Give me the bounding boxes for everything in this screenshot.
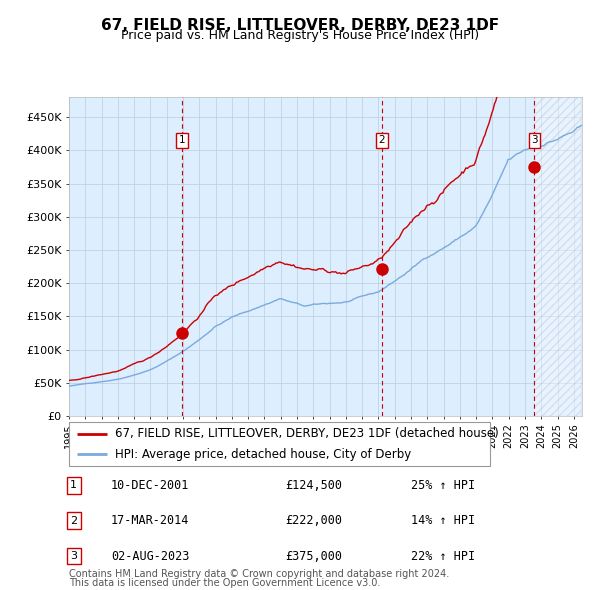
FancyBboxPatch shape (69, 422, 490, 466)
Text: 25% ↑ HPI: 25% ↑ HPI (411, 478, 475, 492)
Text: 1: 1 (179, 136, 185, 146)
Text: 22% ↑ HPI: 22% ↑ HPI (411, 549, 475, 563)
Text: 3: 3 (70, 551, 77, 561)
Text: 14% ↑ HPI: 14% ↑ HPI (411, 514, 475, 527)
Text: Contains HM Land Registry data © Crown copyright and database right 2024.: Contains HM Land Registry data © Crown c… (69, 569, 449, 579)
Text: 67, FIELD RISE, LITTLEOVER, DERBY, DE23 1DF: 67, FIELD RISE, LITTLEOVER, DERBY, DE23 … (101, 18, 499, 32)
Text: 02-AUG-2023: 02-AUG-2023 (111, 549, 190, 563)
Text: 17-MAR-2014: 17-MAR-2014 (111, 514, 190, 527)
Text: £124,500: £124,500 (285, 478, 342, 492)
Text: Price paid vs. HM Land Registry's House Price Index (HPI): Price paid vs. HM Land Registry's House … (121, 30, 479, 42)
Text: HPI: Average price, detached house, City of Derby: HPI: Average price, detached house, City… (115, 448, 412, 461)
Text: 1: 1 (70, 480, 77, 490)
Text: 10-DEC-2001: 10-DEC-2001 (111, 478, 190, 492)
Text: This data is licensed under the Open Government Licence v3.0.: This data is licensed under the Open Gov… (69, 578, 380, 588)
Text: 67, FIELD RISE, LITTLEOVER, DERBY, DE23 1DF (detached house): 67, FIELD RISE, LITTLEOVER, DERBY, DE23 … (115, 427, 499, 440)
Text: 2: 2 (70, 516, 77, 526)
Text: 2: 2 (379, 136, 385, 146)
Text: £222,000: £222,000 (285, 514, 342, 527)
Text: 3: 3 (531, 136, 538, 146)
Text: £375,000: £375,000 (285, 549, 342, 563)
